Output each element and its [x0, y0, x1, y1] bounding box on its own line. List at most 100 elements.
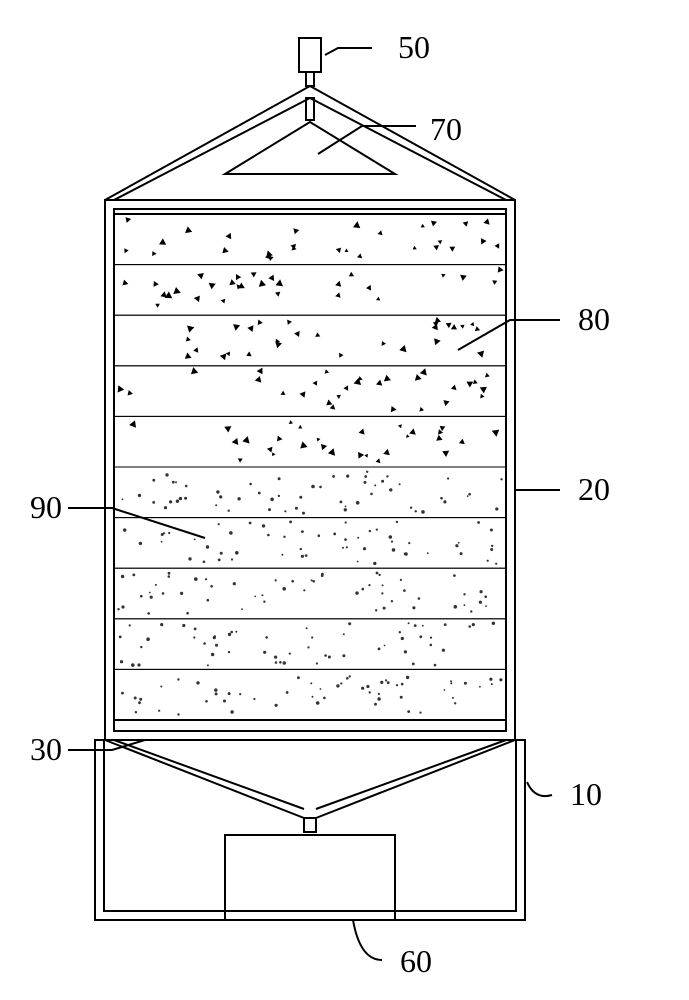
speck-fine — [386, 475, 388, 477]
speck-fine — [121, 692, 124, 695]
speck-fine — [265, 636, 268, 639]
speck-fine — [387, 681, 390, 684]
speck-coarse — [194, 296, 200, 303]
speck-coarse — [492, 280, 497, 285]
speck-fine — [495, 507, 498, 510]
speck-fine — [370, 493, 373, 496]
speck-coarse — [498, 266, 504, 272]
fine-layer — [114, 669, 506, 720]
speck-fine — [278, 477, 281, 480]
speck-coarse — [359, 429, 365, 435]
speck-fine — [286, 691, 289, 694]
speck-coarse — [251, 272, 257, 277]
speck-fine — [270, 498, 274, 502]
speck-coarse — [152, 251, 156, 256]
callout-label: 10 — [570, 776, 602, 812]
speck-fine — [138, 701, 141, 704]
speck-fine — [447, 477, 449, 479]
speck-fine — [278, 495, 280, 497]
speck-coarse — [155, 304, 160, 308]
speck-fine — [120, 660, 123, 663]
speck-fine — [275, 661, 278, 664]
speck-fine — [305, 554, 308, 557]
speck-coarse — [185, 353, 192, 359]
speck-coarse — [222, 247, 228, 253]
speck-fine — [374, 703, 377, 706]
speck-fine — [464, 682, 467, 685]
speck-fine — [404, 553, 406, 555]
speck-fine — [342, 654, 345, 657]
speck-fine — [381, 480, 384, 483]
speck-coarse — [409, 428, 416, 434]
speck-coarse — [413, 246, 417, 250]
speck-coarse — [335, 292, 340, 297]
speck-coarse — [446, 323, 452, 328]
speck-coarse — [431, 221, 437, 227]
speck-fine — [363, 547, 366, 550]
callout-90: 90 — [30, 489, 205, 538]
speck-fine — [391, 541, 393, 543]
callout-label: 30 — [30, 731, 62, 767]
speck-fine — [137, 663, 140, 666]
speck-fine — [391, 600, 393, 602]
speck-fine — [263, 601, 265, 603]
speck-fine — [357, 561, 359, 563]
speck-fine — [490, 548, 493, 551]
speck-fine — [193, 636, 195, 638]
speck-fine — [218, 559, 221, 562]
speck-fine — [262, 524, 265, 527]
speck-fine — [382, 584, 384, 586]
speck-fine — [279, 661, 282, 664]
speck-coarse — [197, 273, 204, 279]
speck-coarse — [294, 331, 300, 337]
speck-fine — [311, 579, 313, 581]
speck-fine — [389, 535, 393, 539]
speck-fine — [345, 521, 347, 523]
callout-10: 10 — [527, 776, 602, 812]
speck-fine — [172, 481, 175, 484]
speck-coarse — [384, 375, 391, 382]
speck-coarse — [326, 400, 332, 406]
speck-fine — [369, 691, 371, 693]
speck-coarse — [187, 326, 194, 333]
speck-fine — [230, 631, 233, 634]
speck-fine — [489, 678, 492, 681]
speck-fine — [168, 575, 171, 578]
speck-coarse — [242, 436, 249, 443]
speck-fine — [237, 497, 240, 500]
speck-fine — [333, 533, 336, 536]
speck-coarse — [382, 341, 386, 346]
speck-fine — [450, 682, 452, 684]
speck-coarse — [492, 430, 500, 437]
speck-fine — [203, 561, 206, 564]
speck-fine — [207, 664, 209, 666]
speck-fine — [378, 648, 381, 651]
speck-fine — [229, 531, 233, 535]
speck-fine — [283, 661, 286, 664]
fine-layer — [114, 619, 506, 670]
speck-fine — [253, 698, 255, 700]
speck-coarse — [357, 253, 362, 258]
speck-fine — [375, 609, 377, 611]
speck-fine — [263, 651, 266, 654]
speck-fine — [401, 637, 404, 640]
speck-fine — [366, 471, 368, 473]
speck-fine — [419, 712, 421, 714]
speck-fine — [267, 534, 270, 537]
speck-fine — [186, 612, 189, 615]
speck-coarse — [272, 452, 276, 456]
speck-fine — [241, 608, 243, 610]
speck-coarse — [460, 325, 465, 329]
speck-coarse — [420, 368, 427, 375]
speck-coarse — [275, 292, 280, 297]
speck-fine — [440, 497, 443, 500]
speck-coarse — [226, 233, 232, 239]
speck-fine — [421, 510, 425, 514]
speck-coarse — [328, 448, 335, 456]
callout-label: 80 — [578, 301, 610, 337]
fine-layer — [114, 467, 506, 518]
speck-fine — [316, 701, 320, 705]
speck-coarse — [345, 249, 349, 253]
speck-fine — [318, 534, 321, 537]
speck-coarse — [209, 283, 216, 289]
